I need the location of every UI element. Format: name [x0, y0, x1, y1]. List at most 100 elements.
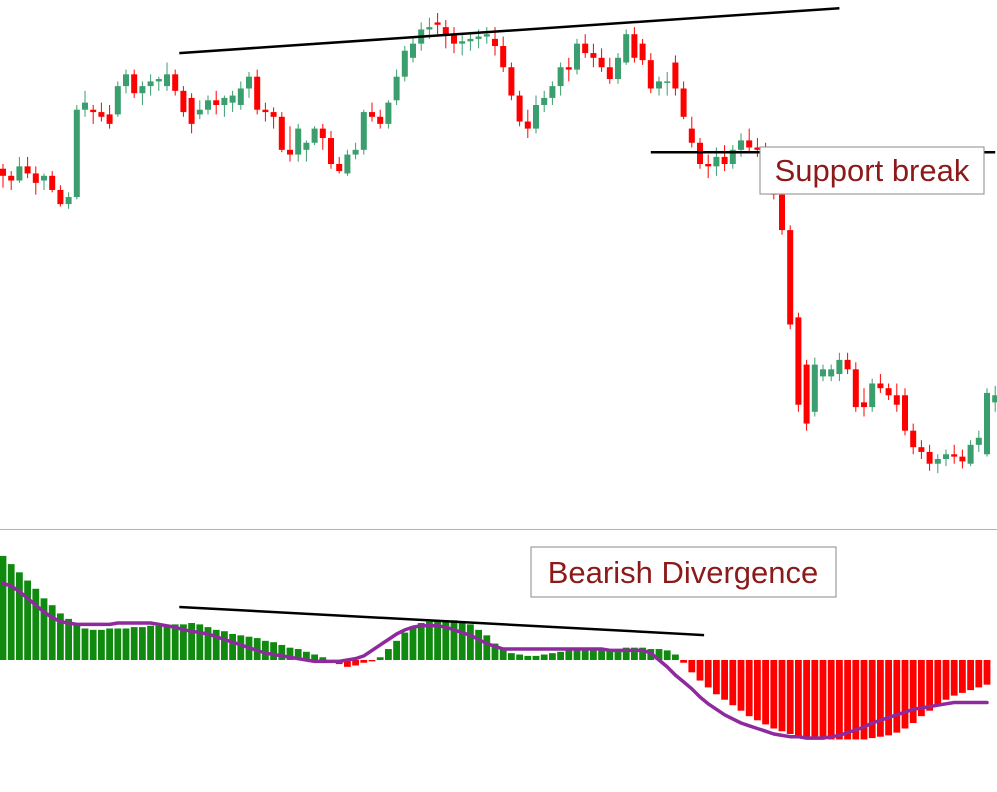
histogram-bar: [188, 623, 195, 660]
candle-body: [410, 43, 416, 58]
oscillator-panel: Bearish Divergence: [0, 546, 991, 740]
resistance-trendline: [179, 6, 840, 55]
histogram-bar: [590, 649, 597, 660]
histogram-bar: [352, 660, 359, 666]
histogram-bar: [48, 605, 56, 660]
histogram-bar: [98, 629, 105, 660]
candle-body: [401, 50, 408, 77]
histogram-bar: [540, 654, 548, 660]
candle-body: [393, 76, 400, 101]
histogram-bar: [811, 660, 819, 740]
candle: [344, 149, 351, 176]
candle: [975, 430, 982, 452]
histogram-bar: [852, 660, 860, 740]
histogram-bar: [147, 625, 154, 660]
candle: [820, 364, 826, 382]
candle-body: [369, 112, 375, 117]
candle: [139, 81, 146, 105]
histogram-bar: [368, 660, 376, 662]
histogram-bar: [516, 654, 523, 660]
candle-body: [172, 74, 179, 91]
candle-body: [852, 369, 859, 408]
candle-body: [500, 46, 507, 68]
candle: [729, 145, 736, 169]
price-candles: [0, 12, 997, 474]
histogram-bar: [40, 598, 48, 660]
histogram-bar: [114, 628, 122, 660]
candle: [574, 38, 580, 75]
histogram-bar: [713, 660, 720, 695]
candle: [656, 76, 662, 96]
histogram-bar: [655, 649, 663, 660]
candle-body: [434, 22, 441, 25]
candle: [385, 100, 392, 129]
candle: [131, 69, 138, 98]
histogram-bar: [499, 649, 507, 660]
candle-body: [352, 149, 359, 155]
candle-body: [975, 437, 982, 445]
candle-body: [984, 392, 990, 455]
histogram-bar: [212, 629, 220, 660]
candle-body: [516, 95, 523, 122]
candle: [254, 69, 261, 115]
histogram-bar: [360, 660, 368, 663]
histogram-bar: [688, 660, 696, 673]
histogram-bar: [508, 653, 515, 660]
candle: [434, 12, 441, 35]
candle: [360, 109, 367, 155]
candle-body: [8, 175, 15, 181]
bearish-divergence-label: Bearish Divergence: [548, 555, 819, 590]
histogram-bar: [663, 650, 671, 660]
candle: [229, 90, 236, 113]
candle: [746, 128, 753, 153]
candle: [205, 95, 211, 115]
candle: [557, 62, 564, 96]
signal-line: [1, 581, 989, 740]
histogram-bar: [770, 660, 778, 729]
candle: [836, 352, 843, 382]
candle: [483, 27, 490, 44]
candle-body: [598, 57, 605, 68]
candle-body: [565, 67, 572, 70]
candle-body: [590, 53, 597, 58]
candle-body: [90, 109, 97, 113]
candle-body: [467, 38, 474, 42]
candle-body: [41, 175, 47, 181]
candle: [221, 95, 228, 117]
histogram-bar: [901, 660, 909, 729]
candle-body: [262, 109, 269, 113]
candle-body: [582, 43, 589, 54]
histogram-bar: [680, 660, 687, 663]
candle-body: [336, 164, 343, 172]
candle: [787, 225, 794, 330]
candle-body: [861, 402, 867, 408]
histogram-bar: [524, 655, 532, 660]
candle: [451, 27, 457, 54]
candle: [869, 378, 876, 412]
candle-body: [278, 116, 285, 150]
candle: [934, 454, 941, 474]
histogram-bar: [122, 628, 130, 660]
histogram-bar: [762, 660, 769, 725]
histogram-bar: [442, 620, 450, 660]
histogram-bar: [303, 651, 310, 660]
candle-body: [836, 359, 843, 375]
candle-body: [24, 166, 31, 174]
histogram-bar: [270, 642, 277, 660]
candle: [647, 53, 654, 94]
histogram-bar: [311, 654, 318, 660]
histogram-bar: [385, 649, 392, 660]
histogram-bar: [483, 635, 491, 660]
histogram-bar: [426, 621, 433, 660]
candle: [0, 164, 6, 188]
candle-body: [934, 459, 941, 464]
candle-body: [631, 34, 638, 58]
histogram-bar: [532, 655, 540, 660]
candle: [172, 69, 179, 96]
candle-body: [303, 142, 310, 150]
candle: [164, 62, 170, 91]
histogram-bar: [606, 649, 614, 660]
histogram-bar: [975, 660, 983, 688]
candle-body: [319, 128, 326, 139]
price-trendlines: [179, 6, 996, 154]
